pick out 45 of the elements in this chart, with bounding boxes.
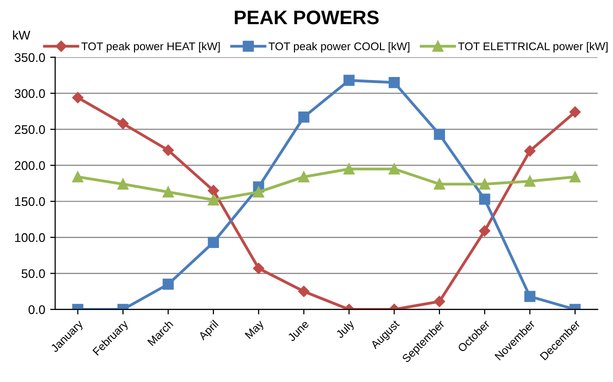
y-tick-label: 50.0 bbox=[22, 269, 45, 278]
point bbox=[72, 92, 84, 104]
point bbox=[434, 296, 446, 308]
point bbox=[208, 236, 219, 248]
x-tick-label: May bbox=[244, 319, 266, 341]
legend-label: TOT ELETTRICAL power [kW] bbox=[458, 42, 608, 52]
chart-title: PEAK POWERS bbox=[234, 10, 379, 24]
y-tick-label: 350.0 bbox=[14, 53, 45, 62]
point bbox=[298, 112, 310, 123]
point bbox=[479, 225, 490, 237]
point bbox=[434, 128, 445, 140]
point bbox=[570, 171, 581, 182]
point bbox=[343, 74, 355, 86]
point bbox=[253, 186, 264, 198]
point bbox=[162, 144, 174, 156]
point bbox=[524, 145, 536, 157]
point bbox=[524, 290, 536, 302]
y-axis-title: kW bbox=[13, 30, 30, 40]
point bbox=[117, 118, 129, 130]
y-tick-label: 250.0 bbox=[14, 125, 45, 134]
y-tick-label: 100.0 bbox=[15, 233, 45, 242]
point bbox=[162, 278, 174, 290]
point bbox=[479, 178, 490, 190]
point bbox=[208, 184, 220, 196]
y-tick-label: 150.0 bbox=[15, 197, 45, 206]
point bbox=[388, 76, 400, 88]
point bbox=[569, 106, 581, 118]
point bbox=[117, 178, 129, 190]
point bbox=[253, 262, 264, 274]
point bbox=[208, 194, 219, 206]
point bbox=[343, 163, 355, 175]
point bbox=[434, 178, 445, 190]
point bbox=[524, 176, 536, 187]
point bbox=[298, 171, 310, 182]
point bbox=[388, 163, 400, 175]
y-tick-label: 0.0 bbox=[28, 305, 45, 314]
legend-label: TOT peak power HEAT [kW] bbox=[81, 42, 220, 52]
point bbox=[298, 286, 310, 298]
y-tick-label: 200.0 bbox=[14, 161, 45, 170]
point bbox=[162, 186, 174, 198]
point bbox=[479, 194, 490, 205]
x-tick-label: July bbox=[335, 319, 356, 340]
y-tick-label: 300.0 bbox=[14, 89, 45, 98]
legend-label: TOT peak power COOL [kW] bbox=[268, 42, 410, 52]
point bbox=[72, 171, 84, 182]
